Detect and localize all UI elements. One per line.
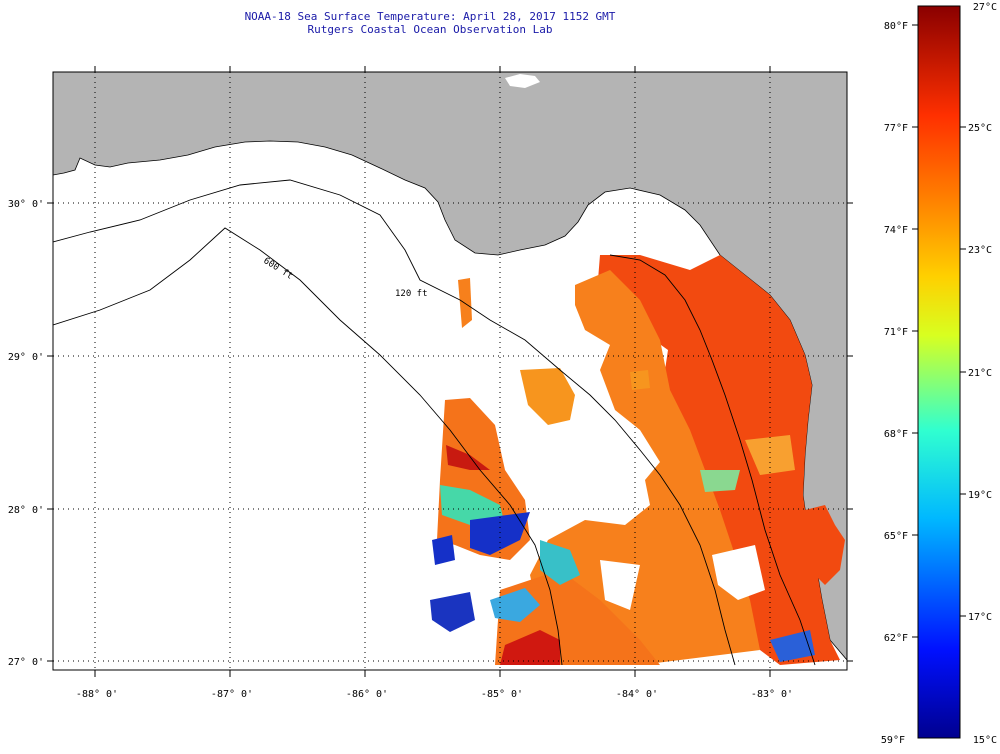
sst-coastal-band — [598, 255, 840, 665]
cbar-c-27: 27°C — [973, 2, 997, 13]
cbar-c-19: 19°C — [968, 490, 992, 501]
lon-label-87: -87° 0' — [211, 689, 253, 700]
map-title: NOAA-18 Sea Surface Temperature: April 2… — [244, 10, 616, 23]
cbar-c-21: 21°C — [968, 368, 992, 379]
sst-shelf-orange — [530, 270, 760, 665]
cbar-c-23: 23°C — [968, 245, 992, 256]
contour-600ft — [53, 227, 563, 666]
lat-label-27: 27° 0' — [8, 657, 44, 668]
contour-120ft — [53, 179, 736, 666]
map-subtitle: Rutgers Coastal Ocean Observation Lab — [307, 23, 553, 36]
sst-patch — [500, 630, 560, 665]
color-bar: 80°F 77°F 74°F 71°F 68°F 65°F 62°F 59°F … — [881, 2, 997, 746]
sst-patch — [440, 485, 505, 525]
lon-label-83: -83° 0' — [751, 689, 793, 700]
cbar-f-59: 59°F — [881, 735, 905, 746]
lat-label-30: 30° 0' — [8, 199, 44, 210]
sst-cool-patch — [770, 630, 815, 662]
sst-cool-patch — [700, 470, 740, 492]
map-frame — [52, 71, 848, 671]
lake-shape — [505, 74, 540, 88]
contour-inner — [609, 254, 816, 666]
lon-label-85: -85° 0' — [481, 689, 523, 700]
sst-patch — [446, 445, 490, 470]
lon-label-84: -84° 0' — [616, 689, 658, 700]
cbar-f-62: 62°F — [884, 633, 908, 644]
lon-label-88: -88° 0' — [76, 689, 118, 700]
cbar-f-74: 74°F — [884, 225, 908, 236]
lat-label-29: 29° 0' — [8, 352, 44, 363]
cbar-f-71: 71°F — [884, 327, 908, 338]
lon-label-86: -86° 0' — [346, 689, 388, 700]
sst-patch — [630, 370, 650, 390]
cbar-c-25: 25°C — [968, 123, 992, 134]
contour-label-120: 120 ft — [395, 289, 428, 299]
cbar-f-80: 80°F — [884, 21, 908, 32]
cbar-f-65: 65°F — [884, 531, 908, 542]
sst-cool-patch — [540, 540, 580, 585]
color-bar-gradient — [917, 5, 961, 739]
sst-cool-patch — [490, 588, 540, 622]
cbar-f-68: 68°F — [884, 429, 908, 440]
sst-cold-patch — [430, 592, 475, 632]
cloud-gap — [600, 560, 640, 610]
cbar-c-17: 17°C — [968, 612, 992, 623]
cbar-f-77: 77°F — [884, 123, 908, 134]
sst-cold-patch — [470, 512, 530, 555]
frame-ticks — [47, 66, 853, 677]
sst-patch — [745, 435, 795, 475]
sst-patch — [520, 368, 575, 425]
cbar-c-15: 15°C — [973, 735, 997, 746]
map-title-block: NOAA-18 Sea Surface Temperature: April 2… — [0, 10, 860, 36]
sst-cold-patch — [432, 535, 455, 565]
sst-bay — [800, 505, 845, 585]
cloud-gap — [712, 545, 765, 600]
lat-label-28: 28° 0' — [8, 505, 44, 516]
